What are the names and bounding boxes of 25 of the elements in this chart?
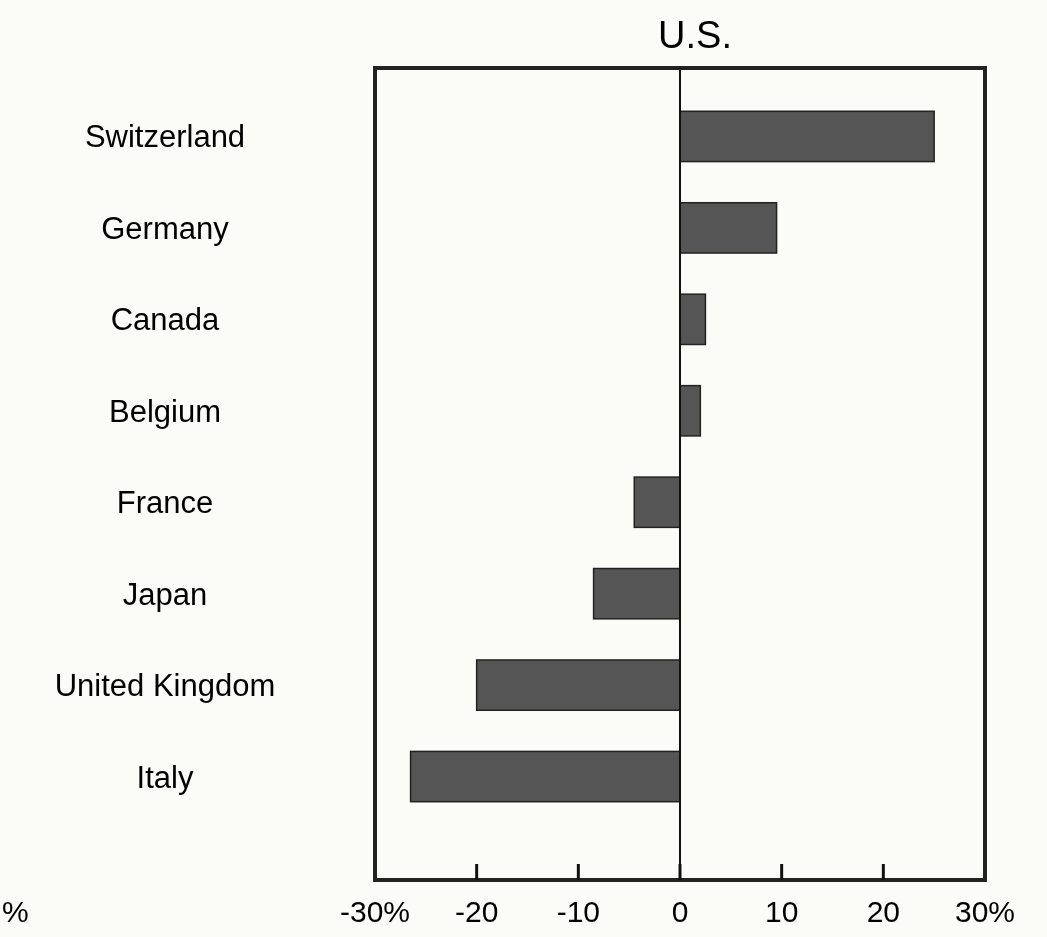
bar [679,201,778,254]
y-tick-label: Germany [101,210,230,246]
chart-title: U.S. [658,14,732,56]
y-tick-label: United Kingdom [54,668,276,704]
x-tick-label: -30% [339,895,411,928]
x-tick-label: -10 [556,895,601,928]
y-tick-label: Belgium [109,393,221,429]
bar [679,384,702,437]
text: % [2,895,29,928]
bar [592,567,681,620]
bar [633,476,681,529]
y-tick-label: Italy [136,759,194,795]
bar [409,750,681,803]
y-tick-label: France [116,485,214,521]
x-tick-label: 0 [671,895,689,928]
y-tick-label: Switzerland [84,119,246,155]
bar [679,293,707,346]
x-tick-label: 30% [954,895,1016,928]
bar [679,110,935,163]
x-tick-label: 10 [764,895,799,928]
y-tick-label: Canada [110,302,221,338]
x-tick-label: -20 [454,895,499,928]
bar [475,659,681,712]
y-tick-label: Japan [122,576,208,612]
x-tick-label: 20 [866,895,901,928]
